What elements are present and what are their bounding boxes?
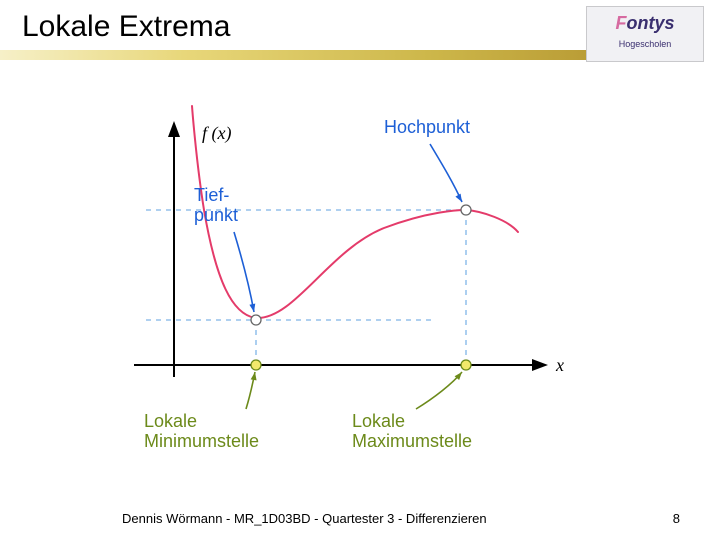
label-lokale-maximumstelle: LokaleMaximumstelle: [352, 412, 472, 452]
footer-text: Dennis Wörmann - MR_1D03BD - Quartester …: [122, 511, 487, 526]
title-underline: [0, 50, 612, 60]
slide-title: Lokale Extrema: [22, 10, 230, 44]
page-number: 8: [673, 511, 680, 526]
logo-name-rest: ontys: [626, 13, 674, 33]
extrema-diagram: f (x) Hochpunkt Tief-punkt x LokaleMinim…: [124, 120, 584, 450]
label-lokale-minimumstelle: LokaleMinimumstelle: [144, 412, 259, 452]
logo-subtitle: Hogescholen: [587, 39, 703, 49]
slide-footer: Dennis Wörmann - MR_1D03BD - Quartester …: [0, 506, 720, 526]
label-x-axis: x: [556, 356, 564, 376]
slide-header: Lokale Extrema Fontys Hogescholen: [0, 0, 720, 72]
label-tiefpunkt: Tief-punkt: [194, 186, 238, 226]
logo-name: Fontys: [587, 13, 703, 34]
logo-accent-letter: F: [615, 13, 626, 33]
label-fx: f (x): [202, 124, 231, 144]
label-hochpunkt: Hochpunkt: [384, 118, 470, 138]
fontys-logo: Fontys Hogescholen: [586, 6, 704, 62]
